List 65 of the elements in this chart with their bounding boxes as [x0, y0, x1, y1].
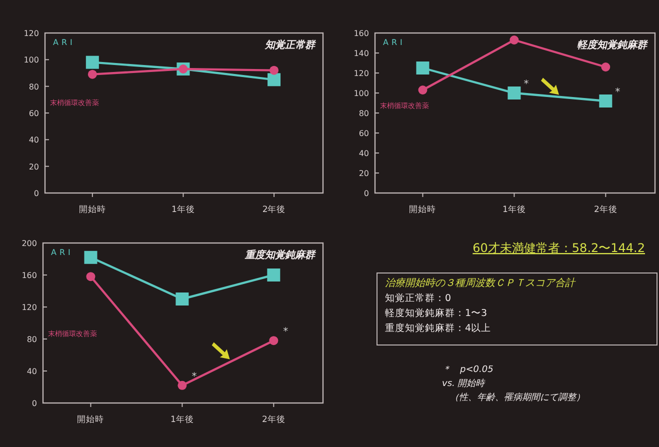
point — [267, 268, 280, 282]
text: 知覚正常群 — [264, 39, 317, 51]
y-tick-label: 60 — [358, 129, 369, 138]
point — [508, 86, 521, 100]
x-tick-label: 開始時 — [77, 414, 104, 425]
point — [84, 250, 98, 264]
series-label: ARI — [53, 38, 76, 47]
x-tick-label: 開始時 — [409, 204, 436, 215]
y-tick-label: 80 — [358, 109, 369, 118]
text: 軽度知覚鈍麻群 — [577, 39, 649, 51]
text: 重度知覚鈍麻群：4以上 — [385, 322, 492, 334]
annotation: * — [192, 371, 197, 382]
y-tick-label: 140 — [354, 49, 369, 58]
point — [601, 62, 610, 72]
y-tick-label: 40 — [26, 367, 37, 376]
y-tick-label: 160 — [22, 271, 37, 280]
y-tick-label: 80 — [26, 335, 37, 344]
y-tick-label: 40 — [358, 149, 369, 158]
annotation: * — [283, 326, 288, 338]
text: ARI — [383, 38, 406, 47]
y-tick-label: 200 — [22, 239, 37, 248]
y-tick-label: 120 — [354, 69, 369, 78]
y-tick-label: 0 — [34, 189, 39, 198]
annotation: * — [615, 87, 620, 98]
point — [510, 36, 519, 44]
series-label: ARI — [51, 248, 74, 257]
y-tick-label: 100 — [24, 56, 39, 65]
y-tick-label: 0 — [364, 189, 369, 198]
x-tick-label: 2年後 — [594, 204, 618, 215]
x-tick-label: 2年後 — [262, 204, 286, 215]
text: vs. 開始時 — [442, 378, 486, 389]
point — [418, 86, 428, 94]
text: 重度知覚鈍麻群 — [244, 249, 317, 261]
x-tick-label: 1年後 — [172, 204, 195, 215]
point — [599, 94, 612, 108]
text: 治療開始時の３種周波数ＣＰＴスコア合計 — [385, 277, 576, 289]
text: 知覚正常群：0 — [385, 292, 452, 304]
point — [269, 336, 278, 346]
text: 軽度知覚鈍麻群：1〜3 — [385, 307, 488, 319]
x-tick-label: 1年後 — [170, 414, 194, 425]
y-tick-label: 0 — [32, 399, 37, 408]
point — [270, 66, 279, 75]
y-tick-label: 20 — [28, 162, 39, 172]
x-tick-label: 1年後 — [502, 204, 526, 215]
text: （性、年齢、罹病期間にて調整） — [450, 392, 585, 403]
x-tick-label: 2年後 — [262, 414, 286, 425]
y-tick-label: 120 — [24, 29, 39, 38]
y-tick-label: 100 — [354, 89, 369, 98]
point — [178, 380, 187, 390]
annotation: * — [524, 79, 529, 90]
text: 60才未満健常者：58.2〜144.2 — [472, 241, 645, 255]
x-tick-label: 開始時 — [78, 204, 106, 215]
text: ＊ p<0.05 — [442, 365, 494, 375]
point — [176, 292, 189, 306]
point — [86, 272, 96, 282]
point — [416, 62, 430, 74]
y-tick-label: 120 — [22, 303, 37, 312]
y-tick-label: 160 — [354, 29, 369, 38]
y-tick-label: 20 — [358, 169, 369, 178]
point — [88, 70, 97, 79]
y-tick-label: 80 — [28, 82, 39, 92]
y-tick-label: 60 — [28, 109, 39, 118]
point — [86, 56, 99, 69]
point — [268, 73, 281, 86]
y-tick-label: 40 — [28, 136, 39, 145]
